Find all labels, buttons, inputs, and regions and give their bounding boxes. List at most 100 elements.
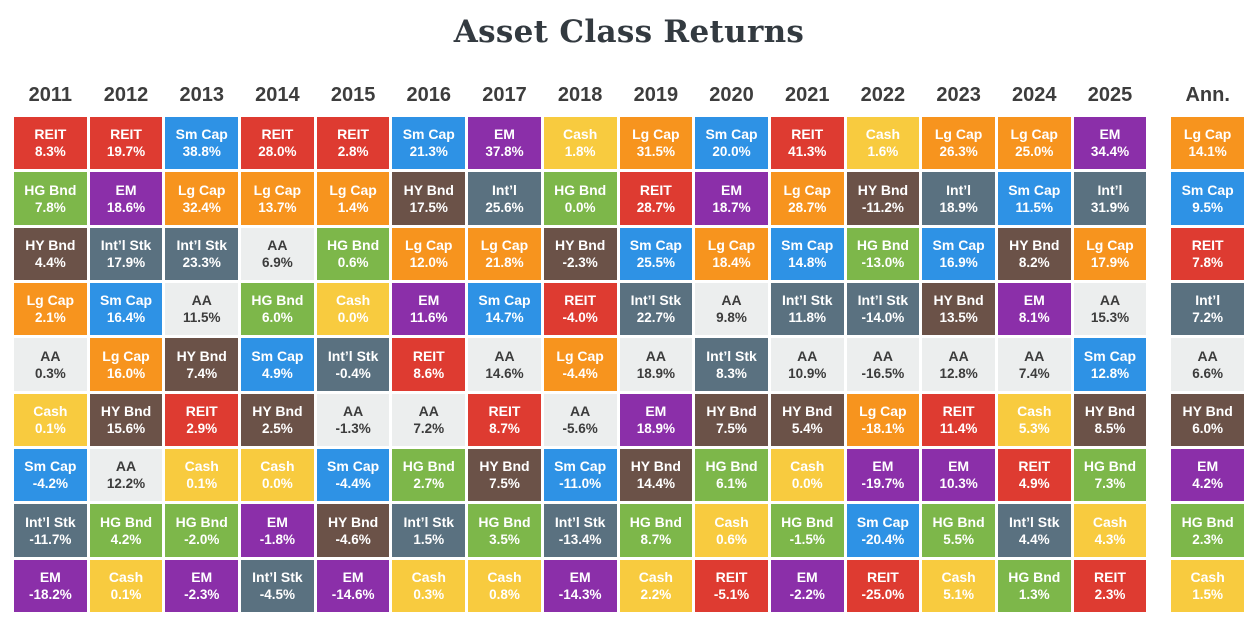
asset-value: 37.8% bbox=[485, 144, 524, 160]
asset-cell: Lg Cap 16.0% bbox=[89, 338, 163, 391]
asset-value: 18.6% bbox=[106, 199, 146, 215]
asset-label: AA bbox=[267, 236, 288, 253]
asset-value: 19.7% bbox=[106, 144, 146, 160]
asset-value: 0.3% bbox=[413, 587, 445, 603]
asset-label: Sm Cap bbox=[856, 513, 909, 530]
asset-cell: Cash 5.1% bbox=[922, 559, 995, 612]
year-cells: Lg Cap 25.0% Sm Cap 11.5% HY Bnd 8.2% EM… bbox=[997, 117, 1071, 612]
asset-value: 0.1% bbox=[110, 587, 142, 603]
asset-cell: EM 18.7% bbox=[695, 172, 768, 225]
year-cells: Lg Cap 31.5% REIT 28.7% Sm Cap 25.5% Int… bbox=[619, 117, 693, 612]
asset-cell: Cash 0.0% bbox=[770, 448, 844, 502]
asset-label: Lg Cap bbox=[707, 236, 756, 253]
asset-label: EM bbox=[1023, 292, 1045, 309]
asset-cell: EM -14.6% bbox=[316, 559, 390, 612]
year-header: 2021 bbox=[784, 84, 830, 106]
asset-value: 38.8% bbox=[182, 144, 221, 160]
asset-label: Sm Cap bbox=[24, 458, 77, 475]
asset-class-returns-page: Asset Class Returns 2011 REIT 8.3% HG Bn… bbox=[0, 14, 1258, 612]
asset-label: Sm Cap bbox=[629, 236, 682, 253]
asset-label: Sm Cap bbox=[705, 126, 758, 143]
asset-value: -16.5% bbox=[861, 365, 905, 381]
asset-cell: EM -1.8% bbox=[241, 504, 314, 557]
asset-value: 21.3% bbox=[409, 144, 448, 160]
year-cells: Sm Cap 38.8% Lg Cap 32.4% Int’l Stk 23.3… bbox=[165, 117, 239, 612]
asset-value: 14.1% bbox=[1188, 144, 1227, 160]
asset-cell: EM 8.1% bbox=[997, 282, 1071, 336]
asset-value: -1.8% bbox=[259, 531, 296, 547]
year-header: 2015 bbox=[330, 84, 376, 106]
asset-cell: EM 18.9% bbox=[619, 393, 693, 446]
asset-value: 0.0% bbox=[791, 476, 823, 492]
asset-value: 7.2% bbox=[413, 421, 445, 437]
year-column: 2025 EM 34.4% Int’l 31.9% Lg Cap 17.9% A… bbox=[1073, 84, 1147, 612]
asset-value: 6.0% bbox=[262, 310, 293, 326]
asset-cell: AA 14.6% bbox=[468, 338, 541, 391]
asset-value: 1.4% bbox=[337, 199, 369, 215]
year-column: 2012 REIT 19.7% EM 18.6% Int’l Stk 17.9%… bbox=[89, 84, 163, 612]
asset-label: AA bbox=[418, 402, 439, 419]
asset-value: 0.1% bbox=[186, 476, 218, 492]
asset-label: HG Bnd bbox=[99, 513, 153, 530]
asset-label: AA bbox=[645, 347, 666, 364]
asset-label: HG Bnd bbox=[554, 181, 607, 198]
asset-label: REIT bbox=[337, 126, 370, 143]
asset-label: REIT bbox=[1018, 458, 1051, 475]
asset-label: Int’l Stk bbox=[25, 513, 76, 530]
asset-cell: Cash 2.2% bbox=[619, 559, 693, 612]
asset-cell: Sm Cap 12.8% bbox=[1073, 338, 1147, 391]
year-cells: REIT 2.8% Lg Cap 1.4% HG Bnd 0.6% Cash 0… bbox=[316, 117, 390, 612]
asset-value: 4.4% bbox=[1018, 531, 1050, 547]
asset-cell: Lg Cap 26.3% bbox=[922, 117, 995, 170]
year-cells: REIT 8.3% HG Bnd 7.8% HY Bnd 4.4% Lg Cap… bbox=[14, 117, 87, 612]
asset-label: Lg Cap bbox=[1183, 126, 1232, 143]
year-cells: Cash 1.8% HG Bnd 0.0% HY Bnd -2.3% REIT … bbox=[543, 117, 617, 612]
asset-value: 14.8% bbox=[788, 255, 827, 271]
asset-label: REIT bbox=[791, 126, 824, 143]
asset-cell: EM -19.7% bbox=[846, 448, 920, 502]
asset-cell: REIT 4.9% bbox=[997, 448, 1071, 502]
asset-cell: AA 11.5% bbox=[165, 282, 239, 336]
asset-label: Lg Cap bbox=[177, 181, 226, 198]
asset-value: 34.4% bbox=[1090, 144, 1130, 160]
asset-cell: REIT 2.3% bbox=[1073, 559, 1147, 612]
year-header: 2011 bbox=[28, 84, 73, 106]
asset-cell: AA 7.2% bbox=[392, 393, 466, 446]
asset-cell: REIT -5.1% bbox=[695, 559, 768, 612]
asset-cell: Lg Cap 14.1% bbox=[1171, 117, 1244, 170]
asset-cell: Cash 0.0% bbox=[316, 282, 390, 336]
asset-cell: Sm Cap 14.8% bbox=[770, 227, 844, 280]
asset-label: Int’l Stk bbox=[781, 292, 833, 309]
asset-value: 2.1% bbox=[34, 310, 66, 326]
asset-value: 5.4% bbox=[791, 421, 823, 437]
asset-cell: HY Bnd -2.3% bbox=[543, 227, 617, 280]
asset-value: -5.6% bbox=[562, 421, 598, 437]
asset-cell: Cash 5.3% bbox=[997, 393, 1071, 446]
asset-cell: EM -14.3% bbox=[543, 559, 617, 612]
asset-cell: HY Bnd 13.5% bbox=[922, 282, 995, 336]
asset-label: EM bbox=[1197, 458, 1219, 475]
asset-value: 18.9% bbox=[636, 421, 675, 437]
asset-label: HY Bnd bbox=[100, 402, 152, 419]
asset-label: Cash bbox=[714, 513, 749, 530]
asset-label: HY Bnd bbox=[1009, 236, 1060, 253]
asset-value: -11.7% bbox=[29, 531, 72, 547]
asset-label: AA bbox=[797, 347, 818, 364]
asset-cell: AA 15.3% bbox=[1073, 282, 1147, 336]
year-column: 2022 Cash 1.6% HY Bnd -11.2% HG Bnd -13.… bbox=[846, 84, 920, 612]
asset-value: 14.6% bbox=[485, 365, 524, 381]
asset-value: 11.4% bbox=[939, 421, 978, 437]
asset-cell: Cash 0.3% bbox=[392, 559, 466, 612]
asset-value: 7.3% bbox=[1094, 476, 1126, 492]
asset-label: REIT bbox=[1094, 568, 1126, 585]
asset-value: 15.3% bbox=[1090, 310, 1130, 326]
asset-cell: HY Bnd 17.5% bbox=[392, 172, 466, 225]
asset-label: HG Bnd bbox=[932, 513, 985, 530]
asset-label: AA bbox=[191, 292, 212, 309]
year-header: Ann. bbox=[1185, 84, 1230, 106]
asset-value: -11.0% bbox=[559, 476, 602, 492]
asset-label: Sm Cap bbox=[478, 292, 531, 309]
asset-cell: Sm Cap 14.7% bbox=[468, 282, 541, 336]
year-cells: EM 34.4% Int’l 31.9% Lg Cap 17.9% AA 15.… bbox=[1073, 117, 1147, 612]
asset-cell: Lg Cap 25.0% bbox=[997, 117, 1071, 170]
